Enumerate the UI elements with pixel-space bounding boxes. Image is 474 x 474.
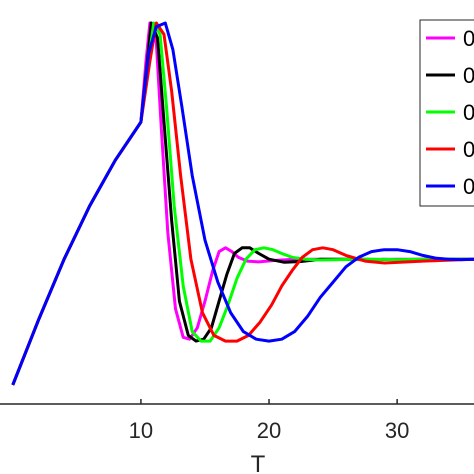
series-layer <box>11 21 474 386</box>
x-tick-label-2: 20 <box>257 418 281 443</box>
legend-label-5: 0 <box>463 174 474 199</box>
legend-label-2: 0 <box>463 63 474 88</box>
x-tick-label-3: 30 <box>385 418 409 443</box>
axes: 10 20 30 T <box>0 399 474 474</box>
legend: 0 0 0 0 0 <box>419 19 474 207</box>
legend-items: 0 0 0 0 0 <box>426 26 474 199</box>
x-tick-label-1: 10 <box>129 418 153 443</box>
legend-label-3: 0 <box>463 100 474 125</box>
x-ticks: 10 20 30 <box>129 399 409 443</box>
series-line-5 <box>11 21 474 386</box>
legend-label-4: 0 <box>463 137 474 162</box>
plot-area <box>11 21 474 386</box>
x-axis-label: T <box>251 451 266 474</box>
legend-label-1: 0 <box>463 26 474 51</box>
